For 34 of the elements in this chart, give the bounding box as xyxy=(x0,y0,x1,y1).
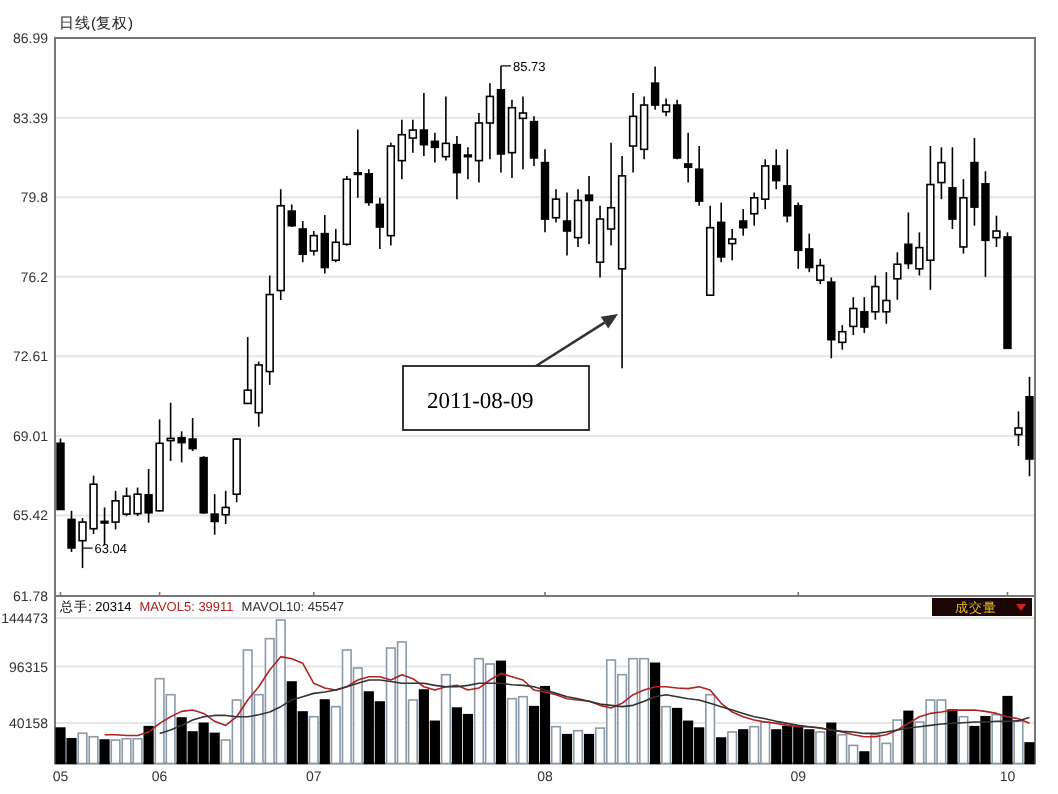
bar xyxy=(1013,720,1024,765)
bar xyxy=(738,729,749,765)
bar xyxy=(727,731,738,765)
bar xyxy=(99,739,110,765)
bar xyxy=(440,673,451,765)
bar xyxy=(947,709,958,765)
candlestick xyxy=(738,208,748,237)
line-series xyxy=(103,655,1031,738)
bar xyxy=(143,725,154,765)
bar xyxy=(1024,742,1035,765)
bar xyxy=(859,751,870,765)
candlestick xyxy=(683,131,693,184)
bar xyxy=(716,737,727,765)
bar xyxy=(661,705,672,765)
bar xyxy=(815,731,826,765)
bar xyxy=(561,733,573,765)
bar xyxy=(495,660,507,765)
bar xyxy=(550,725,562,765)
bar xyxy=(572,729,584,765)
bar xyxy=(583,733,595,765)
bar xyxy=(958,715,969,765)
annotation: 2011-08-09 xyxy=(427,390,534,414)
bar xyxy=(319,699,330,765)
candlestick xyxy=(694,145,704,207)
bar xyxy=(903,710,914,765)
bar xyxy=(308,715,319,765)
bar xyxy=(650,662,661,765)
bar xyxy=(705,693,716,765)
bar xyxy=(826,722,837,765)
candlestick xyxy=(529,115,539,167)
line-series xyxy=(158,679,1031,735)
bar xyxy=(991,713,1002,765)
candlestick xyxy=(937,146,946,200)
bar xyxy=(1002,695,1013,765)
